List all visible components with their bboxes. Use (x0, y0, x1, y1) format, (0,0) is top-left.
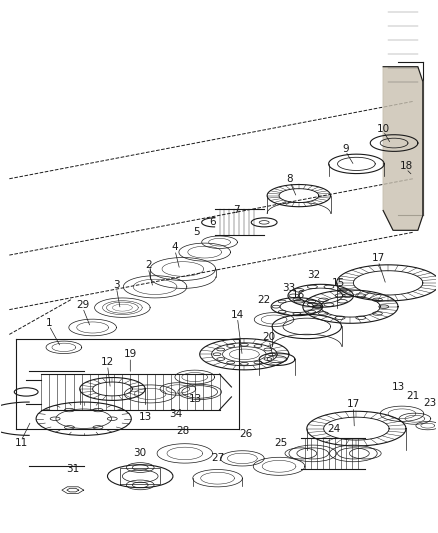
Text: 17: 17 (347, 399, 360, 409)
Text: 26: 26 (240, 429, 253, 439)
Text: 2: 2 (145, 260, 152, 270)
Text: 7: 7 (233, 206, 240, 215)
Text: 14: 14 (231, 310, 244, 320)
Text: 16: 16 (292, 290, 305, 300)
Text: 4: 4 (172, 242, 178, 252)
Text: 19: 19 (124, 349, 137, 359)
Text: 9: 9 (342, 144, 349, 154)
Text: 5: 5 (194, 227, 200, 237)
Text: 3: 3 (113, 280, 120, 290)
Text: 29: 29 (76, 300, 89, 310)
Text: 32: 32 (307, 270, 320, 280)
Text: 33: 33 (283, 283, 296, 293)
Text: 23: 23 (423, 398, 436, 408)
Text: 6: 6 (209, 217, 216, 228)
Text: 11: 11 (14, 439, 28, 448)
Polygon shape (383, 67, 423, 230)
Text: 21: 21 (406, 391, 420, 401)
Text: 10: 10 (377, 124, 390, 134)
Text: 13: 13 (392, 382, 405, 392)
Text: 30: 30 (134, 448, 147, 458)
Text: 34: 34 (169, 409, 183, 419)
Text: 31: 31 (66, 464, 79, 474)
Text: 12: 12 (101, 357, 114, 367)
Text: 28: 28 (176, 426, 190, 435)
Text: 15: 15 (332, 278, 345, 288)
Text: 1: 1 (46, 318, 52, 327)
Text: 27: 27 (211, 454, 224, 463)
Text: 22: 22 (258, 295, 271, 305)
Polygon shape (120, 469, 160, 484)
Text: 24: 24 (327, 424, 340, 434)
Text: 18: 18 (399, 161, 413, 171)
Text: 13: 13 (189, 394, 202, 404)
Text: 8: 8 (286, 174, 293, 184)
Text: 25: 25 (274, 439, 288, 448)
Text: 17: 17 (371, 253, 385, 263)
Text: 13: 13 (138, 411, 152, 422)
Text: 20: 20 (262, 333, 276, 342)
